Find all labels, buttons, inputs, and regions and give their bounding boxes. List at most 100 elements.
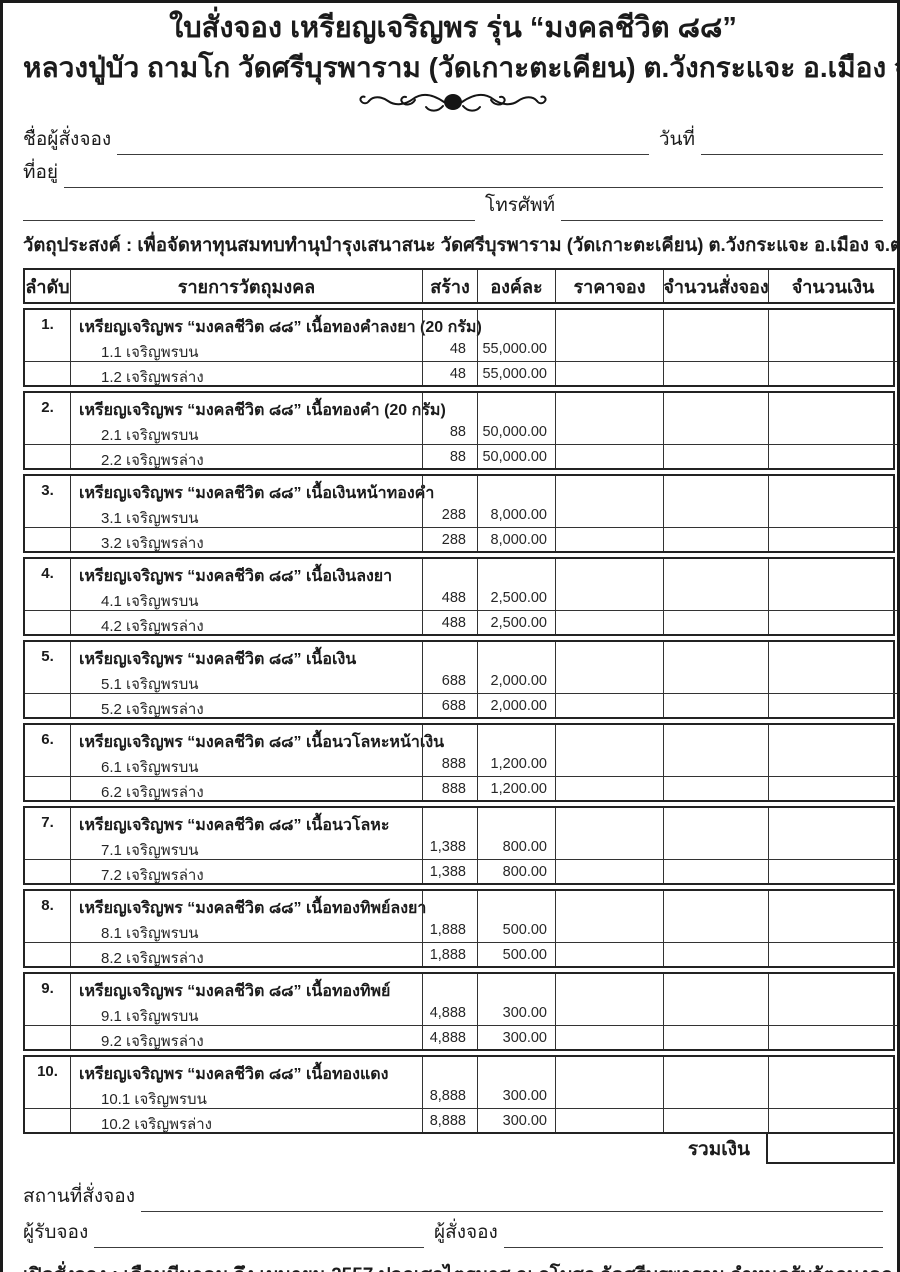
booking-price-cell[interactable] [555,586,663,611]
order-quantity-cell[interactable] [663,918,768,943]
unit-price: 300.00 [477,1025,555,1050]
booking-price-cell[interactable] [555,361,663,386]
order-quantity-cell[interactable] [663,361,768,386]
made-quantity [422,310,477,338]
item-number-cell [25,918,70,942]
booking-price-cell[interactable] [555,752,663,777]
order-place-label: สถานที่สั่งจอง [23,1186,135,1208]
amount-cell[interactable] [768,1084,897,1109]
unit-price: 300.00 [477,1001,555,1026]
order-quantity-cell[interactable] [663,337,768,362]
booking-price-cell[interactable] [555,610,663,635]
order-quantity-cell[interactable] [663,420,768,445]
order-quantity-cell[interactable] [663,669,768,694]
amount-cell[interactable] [768,918,897,943]
order-quantity-cell [663,725,768,753]
total-amount-box[interactable] [766,1132,895,1165]
made-quantity [422,891,477,919]
amount-cell[interactable] [768,586,897,611]
booking-price-cell[interactable] [555,503,663,528]
booking-price-cell[interactable] [555,420,663,445]
unit-price [477,642,555,670]
order-place-field[interactable] [140,1187,883,1213]
order-quantity-cell[interactable] [663,942,768,967]
receiver-signature-field[interactable] [94,1223,424,1249]
unit-price [477,310,555,338]
amount-cell[interactable] [768,444,897,469]
booking-price-cell[interactable] [555,693,663,718]
booking-price-cell[interactable] [555,527,663,552]
made-quantity: 1,388 [422,859,477,884]
amount-cell[interactable] [768,859,897,884]
amount-cell[interactable] [768,669,897,694]
booking-price-cell [555,974,663,1002]
booking-price-cell[interactable] [555,337,663,362]
booking-price-cell[interactable] [555,776,663,801]
item-number: 2. [41,399,54,417]
date-field[interactable] [701,130,883,156]
order-quantity-cell[interactable] [663,444,768,469]
booking-price-cell[interactable] [555,859,663,884]
made-quantity: 4,888 [422,1001,477,1026]
booking-price-cell[interactable] [555,835,663,860]
phone-field[interactable] [561,196,883,222]
made-quantity: 1,888 [422,918,477,943]
amount-cell[interactable] [768,610,897,635]
order-quantity-cell[interactable] [663,610,768,635]
table-row: 5. เหรียญเจริญพร “มงคลชีวิต ๘๘” เนื้อเงิน… [23,640,897,720]
item-number: 9. [41,980,54,998]
purpose-line: วัตถุประสงค์ : เพื่อจัดหาทุนสมทบทำนุบำรุ… [23,234,900,256]
amount-cell[interactable] [768,835,897,860]
order-quantity-cell[interactable] [663,776,768,801]
booking-price-cell[interactable] [555,1001,663,1026]
table-row: 10. เหรียญเจริญพร “มงคลชีวิต ๘๘” เนื้อทอง… [23,1055,897,1135]
booking-price-cell[interactable] [555,1084,663,1109]
unit-price: 8,000.00 [477,527,555,552]
made-quantity [422,559,477,587]
item-number: 1. [41,316,54,334]
sub-item-label: 7.1 เจริญพรบน [70,835,422,860]
booking-price-cell[interactable] [555,444,663,469]
booking-price-cell[interactable] [555,1025,663,1050]
order-quantity-cell[interactable] [663,752,768,777]
address-field[interactable] [64,163,883,189]
orderer-signature-field[interactable] [503,1223,883,1249]
address-field-continued[interactable] [23,196,475,222]
amount-cell[interactable] [768,420,897,445]
order-quantity-cell[interactable] [663,586,768,611]
order-quantity-cell[interactable] [663,859,768,884]
amount-cell[interactable] [768,1025,897,1050]
amount-cell[interactable] [768,527,897,552]
item-number: 7. [41,814,54,832]
order-quantity-cell[interactable] [663,1108,768,1133]
orderer-name-field[interactable] [117,130,649,156]
amount-cell[interactable] [768,942,897,967]
order-quantity-cell[interactable] [663,693,768,718]
amount-cell[interactable] [768,693,897,718]
item-number-cell [25,669,70,693]
order-quantity-cell[interactable] [663,1001,768,1026]
order-quantity-cell[interactable] [663,835,768,860]
amount-cell[interactable] [768,361,897,386]
booking-price-cell[interactable] [555,669,663,694]
amount-cell[interactable] [768,1108,897,1133]
amount-cell[interactable] [768,503,897,528]
item-name: เหรียญเจริญพร “มงคลชีวิต ๘๘” เนื้อเงิน [70,642,422,670]
orderer-info-section: ชื่อผู้สั่งจอง วันที่ ที่อยู่ โทรศัพท์ [23,122,883,222]
amount-cell[interactable] [768,1001,897,1026]
order-quantity-cell[interactable] [663,1084,768,1109]
item-number: 5. [41,648,54,666]
booking-price-cell[interactable] [555,918,663,943]
item-number-cell [25,361,70,385]
amount-cell[interactable] [768,337,897,362]
booking-price-cell[interactable] [555,942,663,967]
made-quantity: 288 [422,527,477,552]
amount-cell[interactable] [768,752,897,777]
amount-cell[interactable] [768,776,897,801]
booking-price-cell[interactable] [555,1108,663,1133]
order-quantity-cell[interactable] [663,527,768,552]
order-quantity-cell[interactable] [663,503,768,528]
sub-item-label: 1.1 เจริญพรบน [70,337,422,362]
order-quantity-cell[interactable] [663,1025,768,1050]
